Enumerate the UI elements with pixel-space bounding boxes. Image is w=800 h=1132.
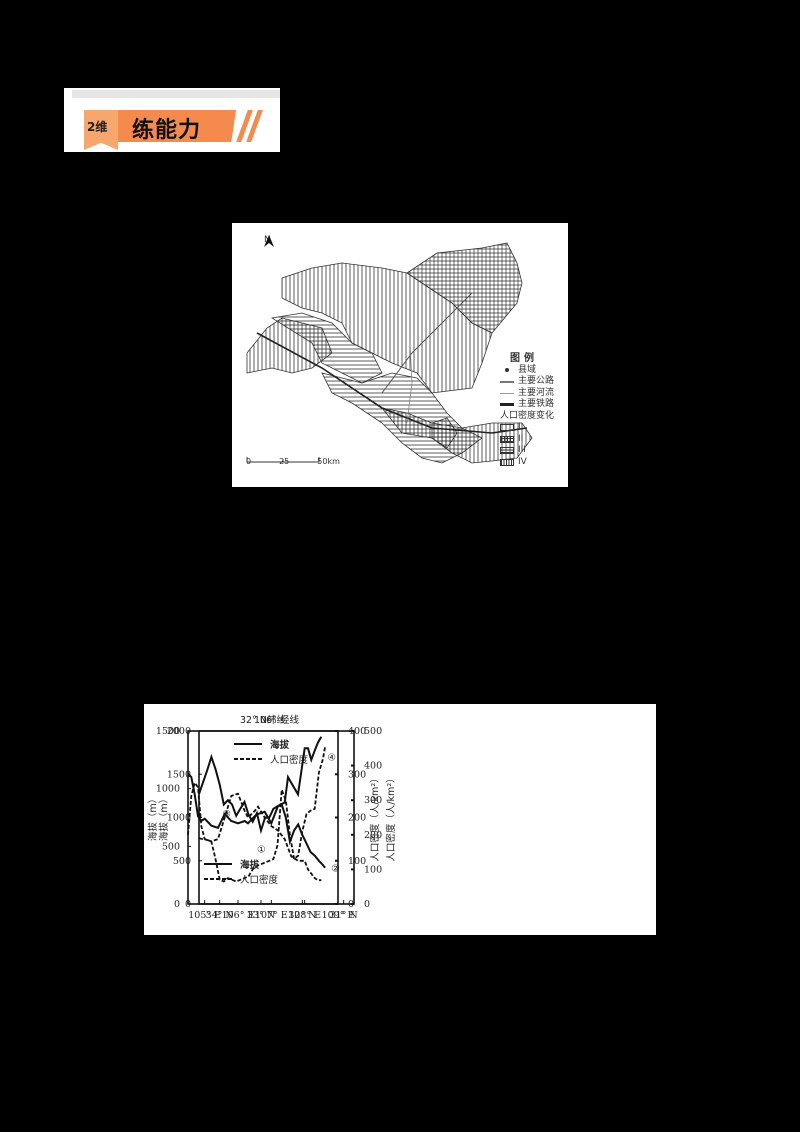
left-axis-tick: 1500 — [156, 726, 180, 737]
x-axis-tick: 106° E — [222, 910, 255, 921]
right-axis-tick: 100 — [364, 864, 382, 875]
legend-class: I — [500, 422, 554, 434]
right-axis-tick: 200 — [348, 813, 366, 824]
point-annotation: ③ — [222, 809, 231, 820]
legend-class: III — [500, 445, 554, 457]
point-annotation: ① — [257, 844, 266, 855]
right-axis-tick: 100 — [348, 856, 366, 867]
legend-class: IV — [500, 457, 554, 469]
scale-bar: 0 25 50km — [246, 457, 340, 466]
elevation-line — [187, 736, 323, 830]
left-axis-tick: 0 — [174, 899, 180, 910]
legend-label: 海拔 — [270, 739, 290, 751]
x-axis-tick: 33° N — [247, 910, 275, 921]
map-legend: 图例 县域 主要公路 主要河流 主要铁路 人口密度变化 I II III IV — [500, 353, 554, 468]
x-axis-tick: 107° E — [255, 910, 288, 921]
road-line-icon — [500, 380, 514, 383]
legend-item: 主要公路 — [500, 376, 554, 388]
section-banner: 2维 练能力 — [64, 88, 280, 152]
north-arrow-icon — [264, 235, 274, 247]
dot-icon — [505, 368, 509, 373]
x-axis-tick: 34° N — [206, 910, 234, 921]
population-density-map: N 0 25 50km 图例 县域 主要公路 主要河流 主要铁路 人口密度变化 … — [232, 223, 568, 487]
north-arrow: N — [264, 235, 274, 247]
banner-title: 练能力 — [132, 118, 202, 143]
left-axis-tick: 1000 — [156, 784, 180, 795]
map-graphic — [246, 242, 533, 464]
left-axis-label: 海拔（m） — [158, 794, 170, 841]
blank-pattern-icon — [500, 424, 514, 432]
banner-tag-label: 2维 — [87, 120, 108, 134]
legend-label: 人口密度 — [270, 754, 309, 766]
horizontal-pattern-icon — [500, 447, 514, 455]
legend-label: 海拔 — [240, 859, 260, 871]
x-axis-tick: 108° E — [288, 910, 321, 921]
right-axis-tick: 400 — [364, 761, 382, 772]
x-axis-tick: 109° E — [322, 910, 355, 921]
left-axis-tick: 1000 — [167, 813, 191, 824]
legend-item: 县域 — [500, 365, 554, 377]
left-axis-label: 海拔（m） — [147, 794, 159, 841]
banner-tag: 2维 — [84, 110, 118, 150]
right-axis-tick: 300 — [348, 769, 366, 780]
right-axis-label: 人口密度（人/km²） — [369, 773, 381, 861]
scale-tick-50: 50km — [317, 457, 340, 466]
grid-pattern-icon — [500, 435, 514, 443]
population-density-line — [187, 780, 322, 882]
x-axis-tick: 31° N — [330, 910, 358, 921]
railway-line-icon — [500, 403, 514, 407]
right-axis-tick: 300 — [364, 795, 382, 806]
density-legend-title: 人口密度变化 — [500, 410, 555, 421]
left-axis-tick: 2000 — [167, 726, 191, 737]
left-axis-tick: 1500 — [167, 769, 191, 780]
right-axis-label: 人口密度（人/km²） — [385, 773, 397, 861]
legend-title: 图例 — [510, 353, 538, 364]
right-axis-tick: 0 — [348, 899, 354, 910]
right-axis-tick: 400 — [348, 726, 366, 737]
banner-top-strip — [72, 90, 280, 98]
x-axis-tick: 32° N — [288, 910, 316, 921]
legend-item: 主要铁路 — [500, 399, 554, 411]
vertical-pattern-icon — [500, 458, 514, 466]
left-axis-tick: 500 — [162, 841, 180, 852]
river-line-icon — [500, 392, 514, 394]
right-axis-tick: 200 — [364, 830, 382, 841]
right-axis-tick: 500 — [364, 726, 382, 737]
profile-charts: 106° 经线050010001500200001002003004005003… — [147, 714, 397, 921]
legend-item: 主要河流 — [500, 388, 554, 400]
right-axis-tick: 0 — [364, 899, 370, 910]
chart-title: 106° 经线 — [254, 714, 299, 726]
x-axis-tick: 105° E — [188, 910, 221, 921]
population-density-line — [198, 746, 326, 883]
legend-label: 人口密度 — [240, 874, 279, 886]
legend-class: II — [500, 434, 554, 446]
point-annotation: ② — [331, 864, 340, 875]
left-axis-tick: 500 — [173, 856, 191, 867]
point-annotation: ④ — [327, 752, 336, 763]
chart-title: 32° N纬线 — [240, 714, 286, 726]
profile-charts-panel: 106° 经线 0 500 1000 1500 2000 0 100 200 300 400 500 3… — [144, 704, 656, 935]
banner-title-bar: 练能力 — [118, 110, 236, 142]
